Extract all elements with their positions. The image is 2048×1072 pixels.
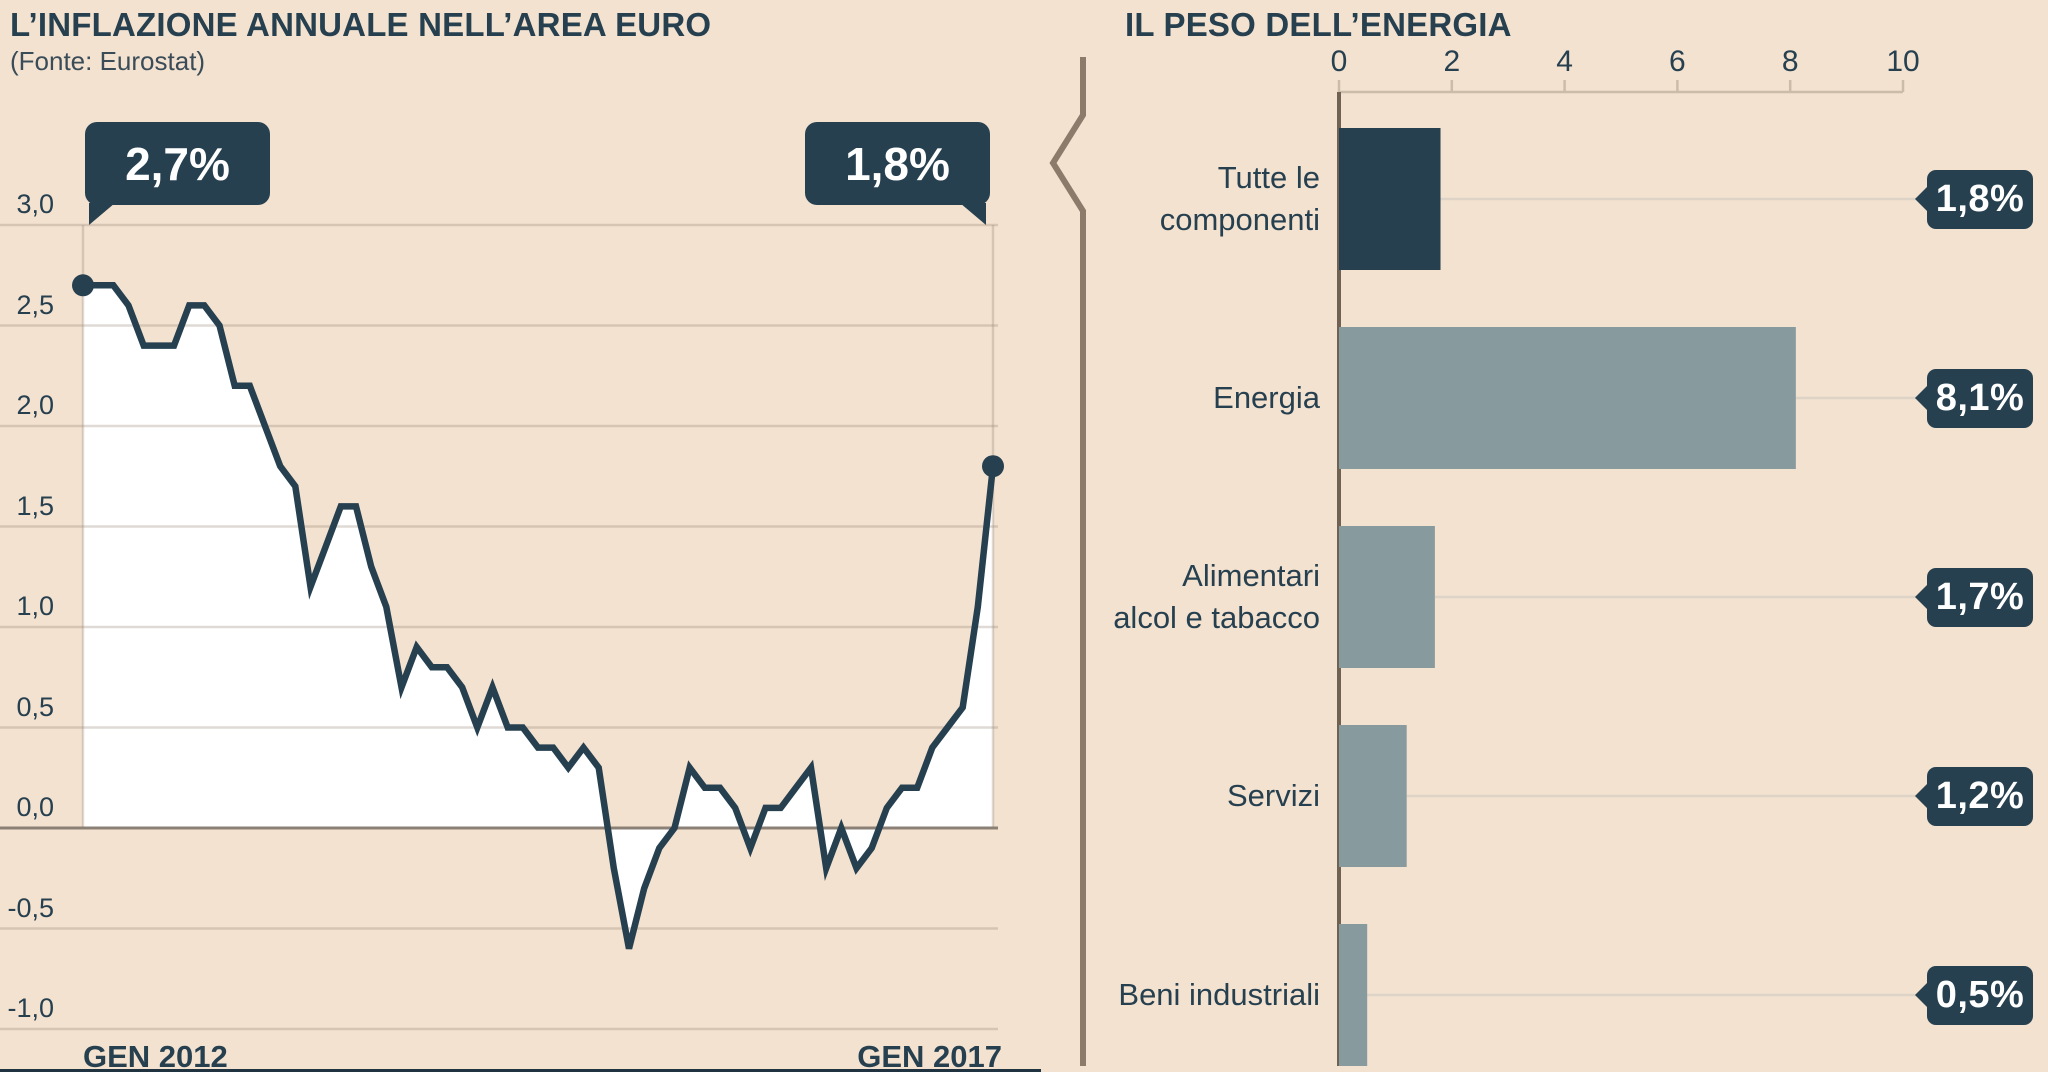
bar-beni-industriali	[1339, 924, 1368, 1066]
bar-alimentari-alcol-e-tabacco	[1339, 526, 1435, 668]
bar-tutte-le-componenti	[1339, 128, 1441, 270]
bar-label: Energia	[1213, 380, 1320, 415]
end-point-dot	[982, 455, 1004, 478]
y-axis-tick-label: 3,0	[16, 189, 54, 219]
bottom-crop-strip	[0, 1069, 1041, 1072]
x-axis-tick-label: 2	[1443, 45, 1461, 78]
y-axis-tick-label: -0,5	[7, 892, 54, 923]
y-axis-tick-label: 2,0	[16, 390, 54, 420]
bar-label: Beni industriali	[1118, 977, 1320, 1012]
value-tag: 8,1%	[1927, 368, 2033, 428]
value-tag: 1,7%	[1927, 567, 2033, 627]
start-value-text: 2,7%	[125, 137, 230, 190]
right-chart-title: IL PESO DELL’ENERGIA	[1125, 6, 1512, 43]
value-tag: 1,2%	[1927, 766, 2033, 826]
y-axis-tick-label: 0,5	[16, 691, 54, 722]
x-axis-tick-label: 10	[1886, 45, 1920, 78]
y-axis-tick-label: -1,0	[7, 993, 54, 1023]
start-value-callout: 2,7%	[85, 122, 270, 225]
x-axis-tick-label: 0	[1330, 45, 1348, 78]
bar-label: Alimentari alcol e tabacco	[1113, 558, 1320, 635]
start-point-dot	[72, 274, 94, 297]
x-axis-tick-label: 8	[1781, 45, 1799, 78]
end-value-callout: 1,8%	[805, 122, 990, 225]
x-axis-start-label: GEN 2012	[83, 1039, 228, 1072]
x-axis-end-label: GEN 2017	[857, 1039, 1002, 1072]
left-chart-title: L’INFLAZIONE ANNUALE NELL’AREA EURO	[10, 6, 712, 43]
value-tag: 0,5%	[1927, 965, 2033, 1025]
y-axis-tick-label: 1,5	[16, 490, 54, 521]
y-axis-tick-label: 0,0	[16, 792, 54, 822]
panel-divider-chevron	[1049, 57, 1086, 1066]
bar-label: Servizi	[1226, 778, 1320, 813]
x-axis-tick-label: 6	[1669, 45, 1686, 78]
end-value-text: 1,8%	[845, 137, 950, 190]
area-fill	[83, 285, 993, 949]
value-tag: 1,8%	[1927, 169, 2033, 229]
inflation-line	[83, 282, 997, 950]
x-axis-tick-label: 4	[1556, 45, 1573, 78]
left-chart-source: (Fonte: Eurostat)	[10, 46, 206, 76]
bar-servizi	[1339, 725, 1407, 867]
y-axis-tick-label: 1,0	[16, 591, 54, 621]
bar-label: Tutte le componenti	[1159, 160, 1320, 237]
bar-energia	[1339, 327, 1796, 469]
y-axis-tick-label: 2,5	[16, 289, 54, 320]
